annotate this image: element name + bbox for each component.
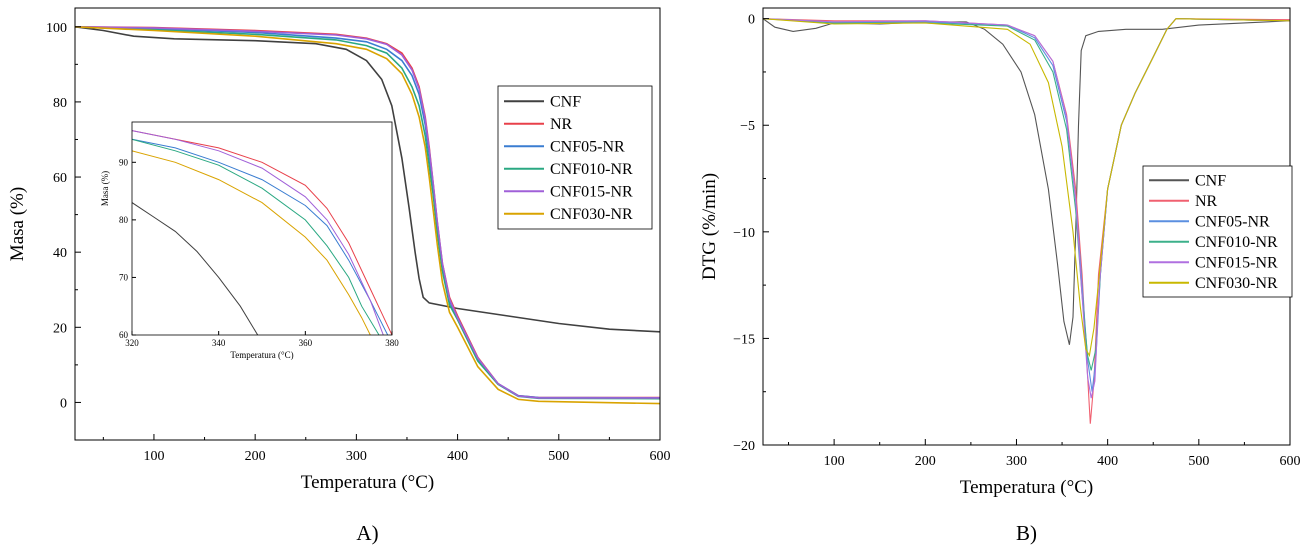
inset-series-line-cnf: [132, 202, 259, 335]
y-tick-label: −10: [733, 226, 755, 241]
legend-label: CNF015-NR: [1195, 254, 1278, 271]
x-tick-label: 300: [346, 449, 367, 464]
legend-label: CNF010-NR: [550, 161, 633, 178]
x-tick-label: 500: [1188, 454, 1209, 469]
inset-x-axis-title: Temperatura (°C): [230, 350, 293, 360]
legend-label: CNF010-NR: [1195, 234, 1278, 251]
legend-box: [1142, 165, 1293, 298]
x-tick-label: 200: [915, 454, 936, 469]
y-tick-label: −20: [733, 439, 755, 454]
series-line-cnf030-nr: [763, 18, 1290, 358]
x-tick-label: 600: [650, 449, 671, 464]
inset-series-line-cnf030-nr: [132, 150, 371, 335]
y-tick-label: 60: [53, 171, 67, 186]
panel-a-series: [75, 26, 660, 405]
y-tick-label: 40: [53, 246, 67, 261]
panel-b-legend: CNF NR CNF05-NR CNF010-NR CNF015-NR CNF030-NR: [1142, 165, 1293, 298]
x-tick-label: 500: [548, 449, 569, 464]
legend-label: CNF: [1195, 172, 1226, 189]
inset-frame: [131, 121, 393, 336]
legend-label: CNF015-NR: [550, 183, 633, 200]
panel-a-x-axis-title: Temperatura (°C): [301, 472, 434, 493]
x-tick-label: 400: [1097, 454, 1118, 469]
panel-b-series: [763, 18, 1290, 424]
inset-x-tick-label: 320: [125, 338, 139, 348]
inset-series: [132, 130, 392, 335]
legend-label: CNF030-NR: [1195, 275, 1278, 292]
panel-a-ticks: 100 200 300 400 500 600 0 20 40 60 80 100: [46, 21, 671, 464]
legend-label: NR: [550, 116, 573, 133]
inset-ticks: 320 340 360 380 60 70 80 90: [119, 157, 399, 348]
inset-x-tick-label: 340: [212, 338, 226, 348]
legend-label: NR: [1195, 193, 1218, 210]
panel-a-plot-frame: [74, 7, 661, 441]
panel-a-legend: CNF NR CNF05-NR CNF010-NR CNF015-NR CNF030-NR: [497, 85, 653, 230]
panel-b-y-axis-title: DTG (%/min): [699, 173, 720, 280]
legend-label: CNF: [550, 93, 581, 110]
x-tick-label: 400: [447, 449, 468, 464]
panel-b-chart: 100 200 300 400 500 600 0 −5 −10 −15 −20 Temperatu…: [699, 7, 1301, 545]
x-tick-label: 100: [824, 454, 845, 469]
panel-b-ticks: 100 200 300 400 500 600 0 −5 −10 −15 −20: [733, 13, 1300, 469]
series-line-cnf015-nr: [75, 26, 660, 399]
panel-a-chart: 100 200 300 400 500 600 0 20 40 60 80 100 Temperatu…: [7, 7, 671, 545]
inset-y-tick-label: 60: [119, 330, 129, 340]
inset-y-tick-label: 70: [119, 272, 129, 282]
x-tick-label: 600: [1280, 454, 1301, 469]
legend-box: [497, 85, 653, 230]
y-tick-label: 0: [748, 13, 755, 28]
series-line-cnf010-nr: [75, 26, 660, 400]
inset-series-line-cnf015-nr: [132, 130, 384, 335]
legend-label: CNF05-NR: [1195, 213, 1270, 230]
series-line-cnf030-nr: [75, 26, 660, 405]
inset-series-line-cnf010-nr: [132, 138, 380, 335]
inset-y-axis-title: Masa (%): [100, 171, 110, 206]
y-tick-label: 20: [53, 321, 67, 336]
legend-label: CNF030-NR: [550, 206, 633, 223]
legend-label: CNF05-NR: [550, 138, 625, 155]
inset-y-tick-label: 90: [119, 157, 129, 167]
inset-x-tick-label: 380: [385, 338, 399, 348]
y-tick-label: 80: [53, 96, 67, 111]
inset-y-tick-label: 80: [119, 215, 129, 225]
panel-a-label: A): [356, 521, 378, 545]
x-tick-label: 300: [1006, 454, 1027, 469]
inset-series-line-nr: [132, 130, 392, 335]
inset-background: [132, 122, 392, 335]
x-tick-label: 200: [245, 449, 266, 464]
panel-b-x-axis-title: Temperatura (°C): [960, 477, 1093, 498]
panel-b-label: B): [1016, 521, 1037, 545]
x-tick-label: 100: [143, 449, 164, 464]
series-line-cnf: [75, 26, 660, 333]
y-tick-label: −15: [733, 332, 755, 347]
inset-x-tick-label: 360: [299, 338, 313, 348]
inset-series-line-cnf05-nr: [132, 138, 389, 335]
panel-a-y-axis-title: Masa (%): [7, 187, 28, 261]
panel-a-inset: 320 340 360 380 60 70 80 90 Temperatura (°C) Ma…: [100, 121, 399, 360]
y-tick-label: 0: [60, 396, 67, 411]
y-tick-label: 100: [46, 21, 67, 36]
y-tick-label: −5: [740, 119, 755, 134]
